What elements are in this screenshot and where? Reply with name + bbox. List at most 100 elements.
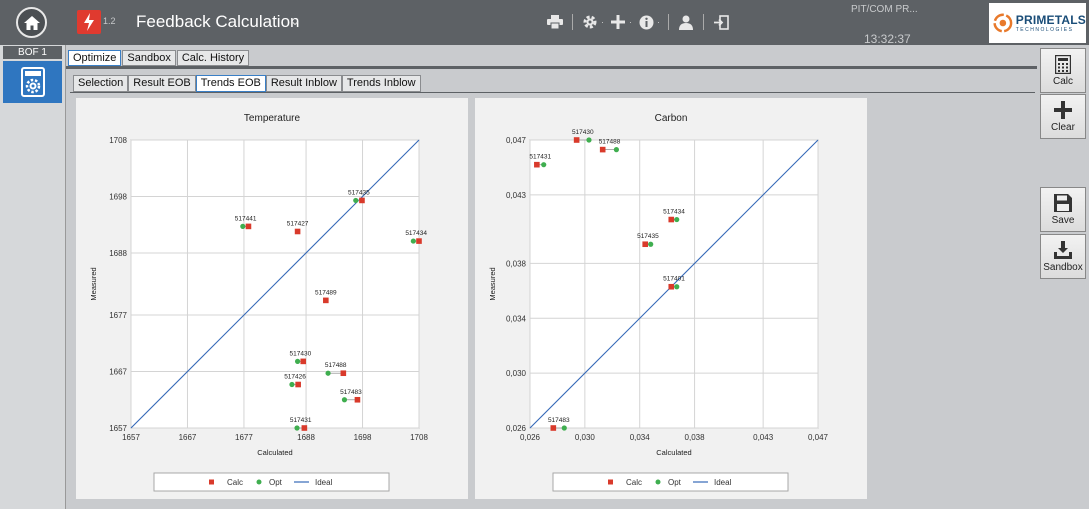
point-label: 517427 (287, 220, 309, 227)
ideal-line (130, 139, 420, 429)
point-label: 517431 (529, 154, 551, 161)
unit-settings-button[interactable] (3, 61, 62, 103)
calc-point (599, 146, 606, 153)
y-tick-label: 1708 (109, 136, 127, 145)
title-dropdown-caret[interactable]: ⌄ (290, 14, 301, 28)
home-icon (23, 15, 40, 30)
tab-result-eob[interactable]: Result EOB (128, 75, 196, 92)
gear-icon[interactable] (581, 12, 599, 32)
y-tick-label: 1688 (109, 249, 127, 258)
download-icon (1054, 241, 1072, 259)
secondary-tabs: Selection Result EOB Trends EOB Result I… (73, 75, 421, 92)
clock: 13:32:37 (864, 32, 911, 46)
x-tick-label: 0,043 (753, 433, 774, 442)
opt-point (294, 358, 301, 364)
y-tick-label: 0,038 (506, 259, 527, 268)
legend-opt-marker (655, 479, 661, 485)
point-label: 517435 (637, 233, 659, 240)
y-tick-label: 0,034 (506, 314, 527, 323)
tab-sandbox[interactable]: Sandbox (122, 50, 176, 66)
info-icon[interactable] (637, 12, 655, 32)
x-tick-label: 1667 (179, 433, 197, 442)
tab-calc-history[interactable]: Calc. History (176, 50, 250, 66)
legend-opt-label: Opt (668, 478, 682, 487)
x-tick-label: 1688 (297, 433, 315, 442)
x-tick-label: 0,030 (575, 433, 596, 442)
legend-calc-marker (608, 479, 613, 485)
point-label: 517434 (405, 230, 427, 237)
point-label: 517489 (315, 289, 337, 296)
user-info: PIT/COM PR... (851, 4, 918, 15)
calc-point (295, 381, 301, 388)
save-button-label: Save (1051, 215, 1075, 226)
y-tick-label: 0,026 (506, 424, 527, 433)
home-button[interactable] (16, 7, 47, 38)
plus-icon[interactable] (609, 12, 627, 32)
sandbox-button-label: Sandbox (1043, 262, 1083, 273)
opt-point (561, 425, 567, 431)
y-tick-label: 1667 (109, 368, 127, 377)
clear-button[interactable]: Clear (1040, 94, 1086, 139)
legend-calc-label: Calc (626, 478, 642, 487)
tab-optimize[interactable]: Optimize (68, 50, 122, 66)
app-title: Feedback Calculation (136, 12, 300, 31)
y-tick-label: 0,043 (506, 191, 527, 200)
opt-point (240, 223, 246, 229)
opt-point (353, 197, 359, 204)
tab-trends-inblow[interactable]: Trends Inblow (341, 75, 421, 92)
calculator-icon (1055, 54, 1071, 74)
user-icon[interactable] (677, 12, 695, 32)
x-axis-label: Calculated (656, 448, 691, 457)
point-label: 517441 (235, 215, 257, 222)
x-tick-label: 0,034 (630, 433, 651, 442)
point-label: 517434 (663, 209, 685, 216)
point-label: 517430 (290, 350, 312, 357)
legend-ideal-label: Ideal (714, 478, 732, 487)
calc-button[interactable]: Calc (1040, 48, 1086, 93)
point-label: 517488 (599, 139, 621, 146)
logo-text: PRIMETALS (1015, 13, 1086, 27)
tab-selection[interactable]: Selection (73, 75, 129, 92)
app-version: 1.2 (103, 16, 116, 26)
chart-title: Carbon (655, 113, 688, 124)
save-icon (1054, 194, 1072, 212)
y-tick-label: 1698 (109, 192, 127, 201)
x-axis-label: Calculated (257, 448, 292, 457)
sandbox-button[interactable]: Sandbox (1040, 234, 1086, 279)
legend-calc-marker (209, 479, 214, 485)
print-icon[interactable] (546, 12, 564, 32)
calc-point (359, 197, 365, 204)
logout-icon[interactable] (712, 12, 730, 32)
plus-icon (1054, 101, 1072, 119)
calc-point (668, 216, 675, 223)
unit-label: BOF 1 (3, 46, 62, 59)
y-axis-label: Measured (89, 267, 98, 300)
x-tick-label: 0,047 (808, 433, 829, 442)
tab-trends-eob[interactable]: Trends EOB (195, 75, 266, 92)
calc-point (323, 297, 329, 304)
title-bar: 1.2 Feedback Calculation ⌄ · · · PIT/COM… (0, 0, 1089, 46)
point-label: 517426 (284, 374, 306, 381)
clear-button-label: Clear (1051, 122, 1075, 133)
logo-subtext: TECHNOLOGIES (1015, 27, 1074, 33)
company-logo: PRIMETALS TECHNOLOGIES (989, 3, 1086, 43)
legend-opt-marker (256, 479, 262, 485)
calc-point (340, 370, 347, 377)
opt-point (674, 216, 680, 223)
save-button[interactable]: Save (1040, 187, 1086, 232)
opt-point (541, 162, 547, 168)
legend-box (552, 472, 789, 492)
point-label: 517430 (572, 129, 594, 136)
app-logo-icon (77, 10, 101, 34)
primary-tabs: Optimize Sandbox Calc. History (68, 50, 250, 66)
legend-ideal-label: Ideal (315, 478, 333, 487)
subtab-divider (70, 92, 1035, 93)
point-label: 517401 (663, 276, 685, 283)
calc-point (550, 425, 557, 431)
logo-mark-icon (993, 13, 1013, 33)
calc-point (642, 241, 648, 248)
tab-result-inblow[interactable]: Result Inblow (265, 75, 342, 92)
toolbar: · · · (546, 12, 730, 32)
settings-calculator-icon (20, 67, 45, 97)
calc-point (301, 425, 308, 431)
